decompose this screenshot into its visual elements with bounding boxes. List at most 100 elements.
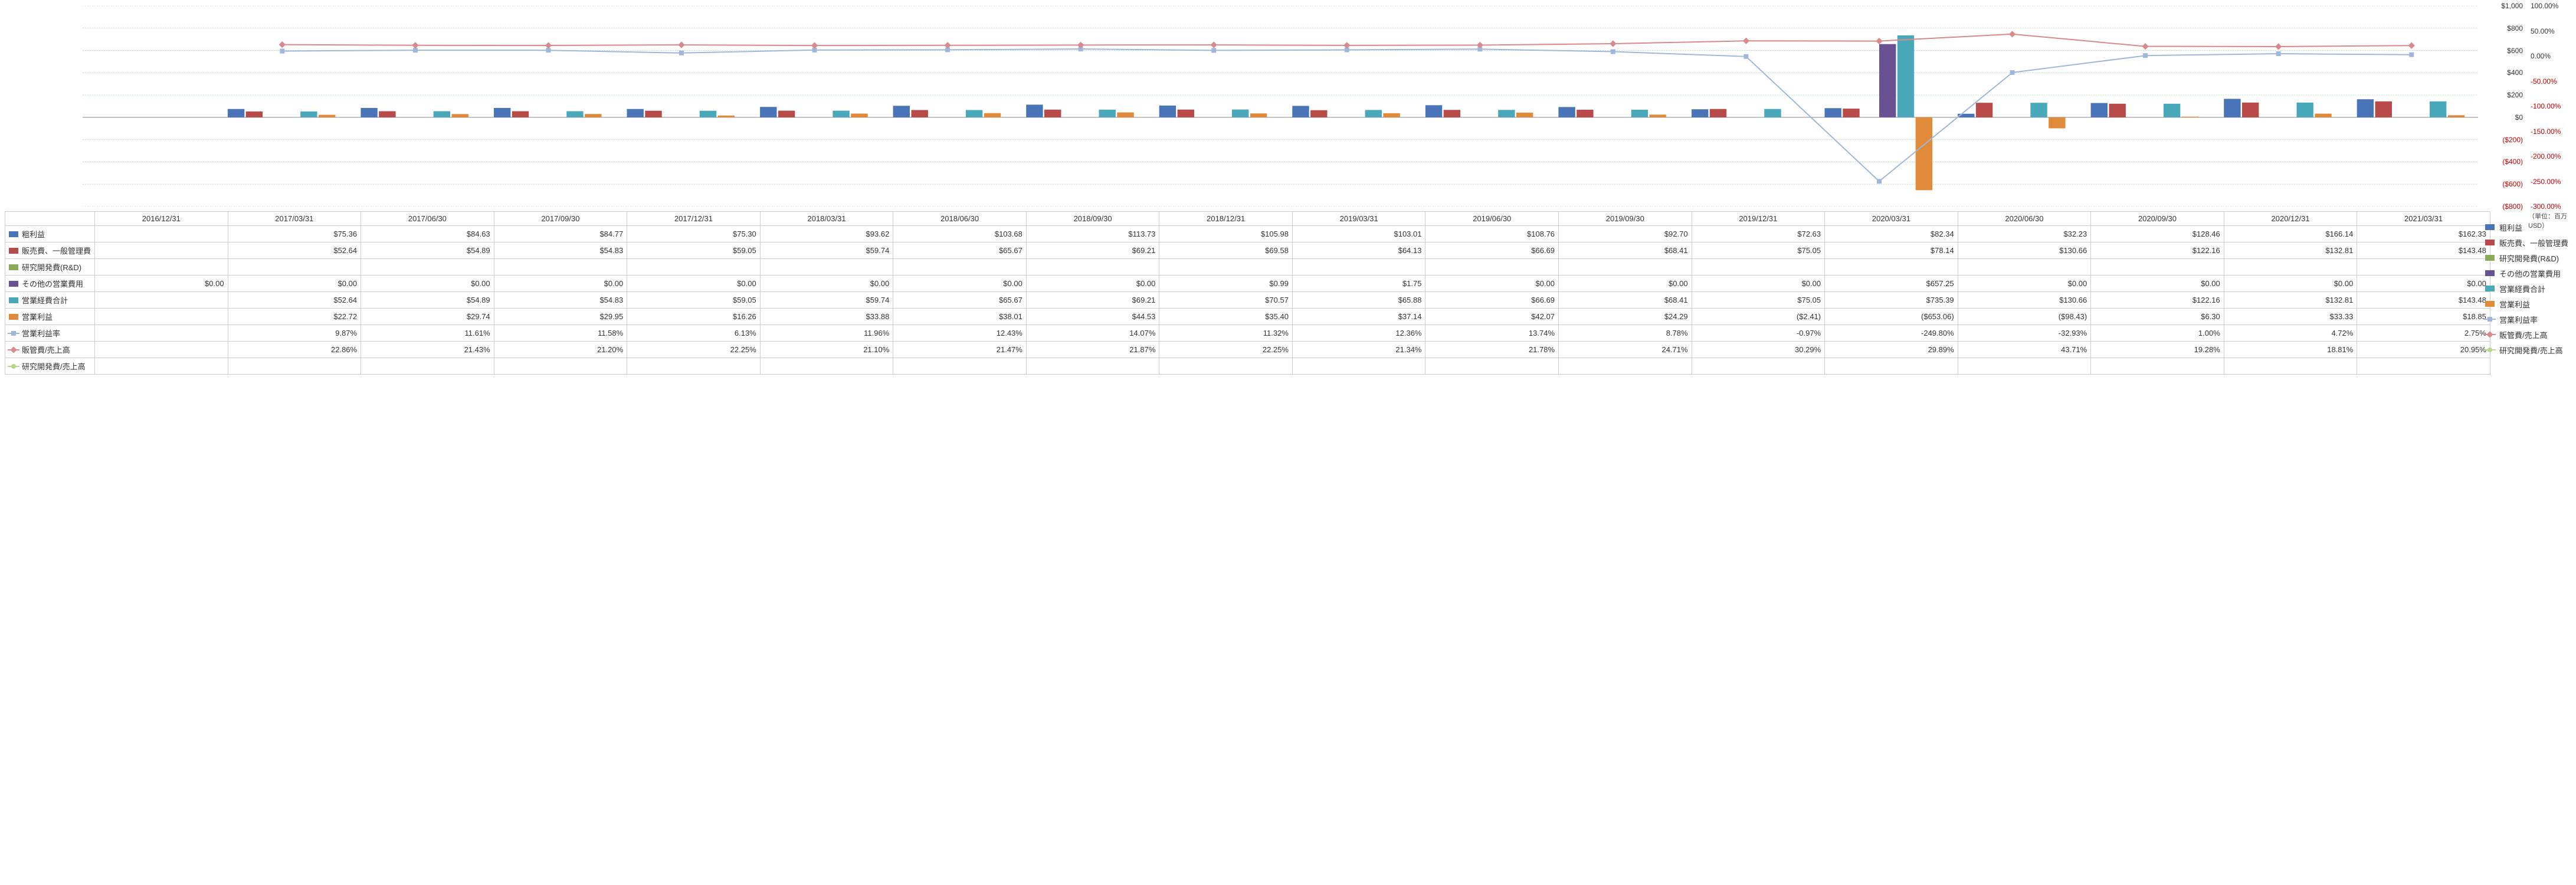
table-cell: $59.74 bbox=[760, 242, 893, 259]
table-cell: $68.41 bbox=[1559, 292, 1692, 309]
table-cell: $54.83 bbox=[494, 242, 627, 259]
table-cell: $84.63 bbox=[361, 226, 494, 242]
table-cell: $0.99 bbox=[1159, 276, 1293, 292]
table-cell bbox=[95, 358, 228, 375]
table-cell: $64.13 bbox=[1292, 242, 1425, 259]
column-header: 2020/09/30 bbox=[2091, 212, 2224, 226]
table-cell bbox=[1825, 259, 1958, 276]
table-cell bbox=[893, 358, 1027, 375]
table-cell: 2.75% bbox=[2357, 325, 2490, 342]
column-header: 2020/12/31 bbox=[2224, 212, 2357, 226]
table-cell: $22.72 bbox=[228, 309, 361, 325]
column-header: 2018/06/30 bbox=[893, 212, 1027, 226]
table-cell: 4.72% bbox=[2224, 325, 2357, 342]
table-cell bbox=[2224, 358, 2357, 375]
legend-item-other: その他の営業費用 bbox=[2484, 266, 2568, 281]
table-cell: ($98.43) bbox=[1958, 309, 2091, 325]
table-cell: $130.66 bbox=[1958, 292, 2091, 309]
table-cell: $1.75 bbox=[1292, 276, 1425, 292]
table-cell: 21.43% bbox=[361, 342, 494, 358]
table-cell: 11.32% bbox=[1159, 325, 1293, 342]
table-cell: $66.69 bbox=[1425, 242, 1559, 259]
table-cell bbox=[494, 358, 627, 375]
column-header: 2017/12/31 bbox=[627, 212, 761, 226]
column-header: 2017/03/31 bbox=[228, 212, 361, 226]
table-cell: $59.05 bbox=[627, 242, 761, 259]
table-cell bbox=[95, 309, 228, 325]
table-cell bbox=[1292, 358, 1425, 375]
table-cell bbox=[1026, 358, 1159, 375]
table-cell: 24.71% bbox=[1559, 342, 1692, 358]
table-cell: -0.97% bbox=[1692, 325, 1825, 342]
table-cell: 18.81% bbox=[2224, 342, 2357, 358]
table-cell bbox=[95, 242, 228, 259]
row-header-other: その他の営業費用 bbox=[5, 276, 95, 292]
table-cell bbox=[1425, 259, 1559, 276]
table-cell: $29.74 bbox=[361, 309, 494, 325]
table-cell: $108.76 bbox=[1425, 226, 1559, 242]
legend-item-opinc: 営業利益 bbox=[2484, 296, 2568, 312]
table-cell: 30.29% bbox=[1692, 342, 1825, 358]
table-cell: $54.89 bbox=[361, 242, 494, 259]
table-cell bbox=[1026, 259, 1159, 276]
table-cell bbox=[1958, 358, 2091, 375]
legend-item-sgaratio: .lg-line[style*='#d98a8a']::before{backg… bbox=[2484, 327, 2568, 342]
column-header: 2019/06/30 bbox=[1425, 212, 1559, 226]
table-cell: $82.34 bbox=[1825, 226, 1958, 242]
table-cell: 21.20% bbox=[494, 342, 627, 358]
table-cell: $132.81 bbox=[2224, 292, 2357, 309]
sgaratio-icon: .lg-line[style*='#d98a8a']::before{backg… bbox=[8, 346, 19, 353]
table-cell bbox=[627, 358, 761, 375]
opmargin-icon: .lg-line[style*='#9fb7dd']::before{backg… bbox=[8, 330, 19, 337]
table-cell bbox=[1159, 358, 1293, 375]
legend-item-opmargin: .lg-line[style*='#9fb7dd']::before{backg… bbox=[2484, 312, 2568, 327]
table-cell: $0.00 bbox=[627, 276, 761, 292]
row-header-sgaratio: .lg-line[style*='#d98a8a']::before{backg… bbox=[5, 342, 95, 358]
table-cell bbox=[1692, 259, 1825, 276]
table-cell bbox=[1292, 259, 1425, 276]
table-cell: $54.83 bbox=[494, 292, 627, 309]
table-cell: $66.69 bbox=[1425, 292, 1559, 309]
table-cell: 43.71% bbox=[1958, 342, 2091, 358]
table-cell: $0.00 bbox=[361, 276, 494, 292]
table-cell bbox=[1159, 259, 1293, 276]
table-cell: 22.25% bbox=[627, 342, 761, 358]
table-cell bbox=[95, 226, 228, 242]
table-cell: $122.16 bbox=[2091, 242, 2224, 259]
column-header: 2019/09/30 bbox=[1559, 212, 1692, 226]
table-cell: $0.00 bbox=[228, 276, 361, 292]
table-cell: ($653.06) bbox=[1825, 309, 1958, 325]
table-cell: $93.62 bbox=[760, 226, 893, 242]
table-cell bbox=[1425, 358, 1559, 375]
table-cell: 9.87% bbox=[228, 325, 361, 342]
table-cell: $0.00 bbox=[1692, 276, 1825, 292]
table-cell bbox=[228, 259, 361, 276]
other-icon bbox=[8, 280, 19, 287]
table-cell: 11.96% bbox=[760, 325, 893, 342]
table-cell bbox=[95, 342, 228, 358]
table-cell: $132.81 bbox=[2224, 242, 2357, 259]
table-cell: $72.63 bbox=[1692, 226, 1825, 242]
table-cell: $35.40 bbox=[1159, 309, 1293, 325]
table-cell: $70.57 bbox=[1159, 292, 1293, 309]
row-header-opmargin: .lg-line[style*='#9fb7dd']::before{backg… bbox=[5, 325, 95, 342]
table-cell bbox=[1825, 358, 1958, 375]
row-header-opinc: 営業利益 bbox=[5, 309, 95, 325]
table-cell: $29.95 bbox=[494, 309, 627, 325]
table-cell: 12.36% bbox=[1292, 325, 1425, 342]
optotal-icon bbox=[8, 297, 19, 304]
column-header: 2020/03/31 bbox=[1825, 212, 1958, 226]
table-cell: $6.30 bbox=[2091, 309, 2224, 325]
table-cell: 11.61% bbox=[361, 325, 494, 342]
table-cell: $0.00 bbox=[893, 276, 1027, 292]
rnd-icon bbox=[8, 264, 19, 271]
table-cell: $0.00 bbox=[2224, 276, 2357, 292]
legend-right: 粗利益販売費、一般管理費研究開発費(R&D)その他の営業費用営業経費合計営業利益… bbox=[2484, 219, 2568, 358]
table-cell: 19.28% bbox=[2091, 342, 2224, 358]
table-cell bbox=[2224, 259, 2357, 276]
column-header: 2017/06/30 bbox=[361, 212, 494, 226]
table-cell: $33.88 bbox=[760, 309, 893, 325]
legend-item-rnd: 研究開発費(R&D) bbox=[2484, 250, 2568, 266]
table-cell: $130.66 bbox=[1958, 242, 2091, 259]
table-cell: 13.74% bbox=[1425, 325, 1559, 342]
